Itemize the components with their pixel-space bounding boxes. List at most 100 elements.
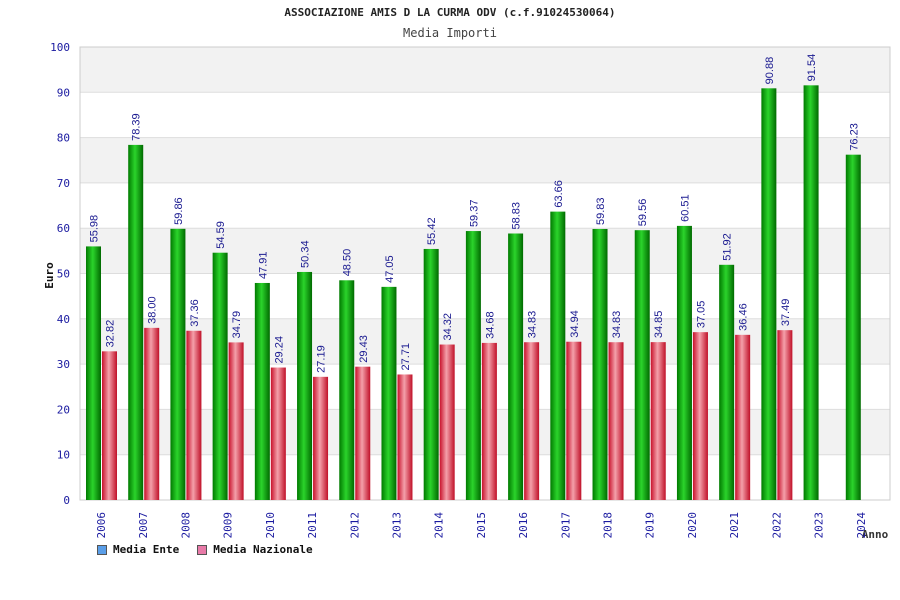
data-label-media-nazionale-2008: 37.36	[189, 299, 201, 327]
bar-media-nazionale-2013	[397, 374, 413, 500]
bar-media-ente-2024	[845, 154, 861, 500]
bar-media-ente-2018	[592, 228, 608, 500]
data-label-media-nazionale-2017: 34.94	[569, 310, 581, 338]
bar-media-ente-2013	[381, 286, 397, 500]
x-tick-label-2007: 2007	[137, 512, 150, 539]
y-tick-label: 30	[57, 358, 70, 371]
data-label-media-ente-2023: 91.54	[806, 54, 818, 82]
y-tick-label: 60	[57, 222, 70, 235]
x-tick-label-2023: 2023	[813, 512, 826, 539]
bar-media-ente-2016	[508, 233, 524, 500]
data-label-media-nazionale-2016: 34.83	[527, 311, 539, 339]
bar-media-ente-2019	[634, 230, 650, 500]
data-label-media-nazionale-2007: 38.00	[147, 296, 159, 324]
legend-label-media-ente: Media Ente	[113, 543, 180, 556]
bar-media-nazionale-2017	[566, 341, 582, 500]
bar-media-nazionale-2022	[777, 330, 793, 500]
y-tick-label: 40	[57, 313, 70, 326]
chart-title: ASSOCIAZIONE AMIS D LA CURMA ODV (c.f.91…	[284, 6, 616, 19]
x-tick-label-2017: 2017	[559, 512, 572, 539]
data-label-media-ente-2013: 47.05	[384, 255, 396, 283]
bar-media-nazionale-2006	[102, 351, 117, 500]
bar-media-ente-2012	[339, 280, 355, 500]
x-tick-label-2022: 2022	[770, 512, 783, 539]
bar-media-ente-2014	[423, 248, 439, 500]
data-label-media-ente-2021: 51.92	[722, 233, 734, 261]
x-tick-label-2009: 2009	[222, 512, 235, 539]
chart-subtitle: Media Importi	[403, 26, 497, 40]
x-tick-label-2015: 2015	[475, 512, 488, 539]
x-tick-label-2021: 2021	[728, 512, 741, 539]
x-tick-label-2008: 2008	[179, 512, 192, 539]
y-tick-label: 70	[57, 177, 70, 190]
data-label-media-ente-2016: 58.83	[511, 202, 523, 230]
bar-media-ente-2020	[676, 225, 692, 500]
y-tick-label: 20	[57, 403, 70, 416]
data-label-media-ente-2014: 55.42	[426, 217, 438, 245]
bar-media-nazionale-2007	[144, 327, 160, 500]
bar-media-nazionale-2012	[355, 366, 371, 500]
x-tick-label-2010: 2010	[264, 512, 277, 539]
data-label-media-nazionale-2014: 34.32	[442, 313, 454, 341]
data-label-media-nazionale-2006: 32.82	[105, 320, 117, 348]
legend-item-media-ente: Media Ente	[97, 543, 179, 556]
bar-media-nazionale-2008	[186, 330, 202, 500]
y-tick-label: 0	[63, 494, 70, 507]
bar-media-ente-2008	[170, 228, 186, 500]
data-label-media-ente-2009: 54.59	[215, 221, 227, 249]
bar-media-nazionale-2014	[439, 344, 455, 500]
data-label-media-ente-2020: 60.51	[679, 194, 691, 222]
bar-media-ente-2009	[212, 252, 228, 500]
x-tick-label-2016: 2016	[517, 512, 530, 539]
data-label-media-ente-2011: 50.34	[300, 240, 312, 268]
data-label-media-nazionale-2012: 29.43	[358, 335, 370, 363]
x-tick-label-2011: 2011	[306, 512, 319, 539]
data-label-media-ente-2024: 76.23	[848, 123, 860, 151]
data-label-media-nazionale-2013: 27.71	[400, 343, 412, 371]
grid-band	[80, 137, 890, 183]
x-tick-label-2013: 2013	[390, 512, 403, 539]
data-label-media-ente-2006: 55.98	[89, 215, 101, 243]
bar-media-nazionale-2021	[735, 334, 751, 500]
legend-item-media-nazionale: Media Nazionale	[197, 543, 313, 556]
y-axis-label: Euro	[43, 262, 56, 289]
bar-media-nazionale-2011	[313, 376, 329, 500]
data-label-media-nazionale-2019: 34.85	[653, 311, 665, 339]
bar-media-ente-2022	[761, 88, 777, 500]
y-tick-label: 80	[57, 132, 70, 145]
data-label-media-nazionale-2021: 36.46	[738, 303, 750, 331]
data-label-media-nazionale-2009: 34.79	[231, 311, 243, 339]
bar-media-nazionale-2018	[608, 342, 624, 500]
data-label-media-nazionale-2011: 27.19	[316, 345, 328, 373]
grid-band	[80, 47, 890, 93]
data-label-media-nazionale-2010: 29.24	[273, 336, 285, 364]
grid-band	[80, 92, 890, 138]
data-label-media-ente-2017: 63.66	[553, 180, 565, 208]
chart-legend: Media Ente Media Nazionale	[97, 543, 313, 556]
x-axis-label: Anno	[862, 528, 889, 541]
y-tick-label: 50	[57, 268, 70, 281]
y-tick-label: 10	[57, 449, 70, 462]
bar-media-ente-2006	[86, 246, 101, 500]
bar-media-ente-2021	[719, 264, 735, 500]
bar-media-ente-2007	[128, 144, 144, 500]
x-tick-label-2019: 2019	[644, 512, 657, 539]
data-label-media-ente-2010: 47.91	[257, 251, 269, 279]
bar-media-ente-2017	[550, 211, 566, 501]
bar-media-nazionale-2020	[692, 332, 708, 500]
legend-swatch-media-ente	[97, 544, 107, 555]
x-tick-label-2018: 2018	[602, 512, 615, 539]
data-label-media-nazionale-2022: 37.49	[780, 299, 792, 327]
x-tick-label-2014: 2014	[433, 512, 446, 539]
data-label-media-ente-2018: 59.83	[595, 197, 607, 225]
x-tick-label-2024: 2024	[855, 512, 868, 539]
data-label-media-nazionale-2015: 34.68	[484, 311, 496, 339]
legend-swatch-media-nazionale	[197, 544, 208, 555]
data-label-media-ente-2019: 59.56	[637, 199, 649, 227]
data-label-media-ente-2007: 78.39	[131, 113, 143, 141]
bar-media-nazionale-2015	[481, 342, 497, 500]
bar-media-nazionale-2009	[228, 342, 244, 500]
bar-media-nazionale-2016	[524, 342, 540, 500]
bar-media-ente-2023	[803, 85, 819, 501]
